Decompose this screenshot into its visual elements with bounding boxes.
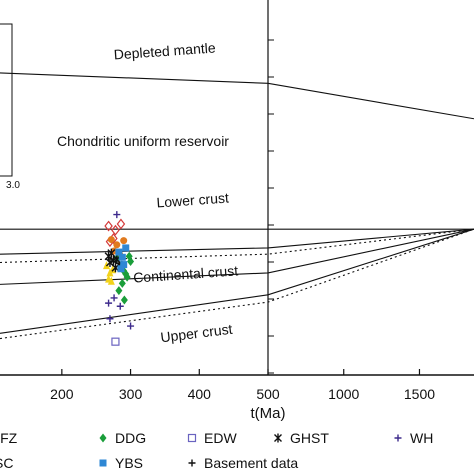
legend-label: Basement data	[204, 455, 298, 471]
data-point	[104, 220, 113, 232]
data-point-ybs	[118, 253, 126, 261]
data-point-edw	[111, 337, 120, 346]
reference-line-labels: Depleted mantle Chondritic uniform reserv…	[57, 39, 239, 345]
data-point-ddg	[125, 251, 133, 261]
x-tick-label: 200	[50, 386, 74, 402]
data-point-wh	[113, 211, 121, 219]
x-axis-label: t(Ma)	[251, 405, 286, 422]
data-point-wh	[105, 299, 113, 307]
data-point-ddg	[115, 286, 123, 296]
reference-line-label: Depleted mantle	[113, 39, 216, 62]
axis-ticks: 200 300 400 500 1000 1500	[50, 369, 435, 402]
data-point	[107, 276, 115, 285]
legend-label: WH	[410, 430, 433, 446]
data-point-wh	[106, 315, 114, 323]
x-tick-label: 400	[188, 386, 212, 402]
reference-line	[0, 228, 474, 340]
legend-label: EDW	[204, 430, 237, 446]
reference-line	[0, 228, 474, 264]
x-tick-label: 1000	[328, 386, 359, 402]
reference-line-label: Chondritic uniform reservoir	[57, 133, 229, 149]
legend-marker-basement-data	[188, 459, 196, 467]
reference-line-label: Upper crust	[160, 321, 234, 346]
data-point-wh	[116, 302, 124, 310]
legend-marker-ddg	[99, 433, 107, 443]
x-tick-label: 500	[256, 386, 280, 402]
legend-marker-ghst	[274, 433, 282, 443]
chart-frame	[0, 0, 474, 376]
data-point-ddg	[120, 295, 128, 305]
data-point	[107, 236, 115, 244]
data-point	[109, 265, 117, 274]
reference-line	[0, 228, 474, 255]
data-point-wh	[127, 322, 135, 330]
reference-lines	[0, 72, 474, 340]
reference-line	[0, 228, 474, 285]
data-point	[120, 237, 128, 245]
data-point-ddg	[118, 278, 126, 288]
legend-label: YBS	[115, 455, 143, 471]
data-point	[113, 241, 121, 249]
inset-tick-label: 3.0	[6, 180, 20, 191]
data-point-ybs	[117, 265, 125, 273]
reference-line-label: Continental crust	[133, 262, 239, 285]
reference-line-label: Lower crust	[156, 190, 229, 211]
data-point-wh	[110, 294, 118, 302]
data-point-ybs	[120, 261, 128, 269]
data-point-ybs	[122, 244, 130, 252]
legend-label: NFZ	[0, 430, 18, 446]
data-points	[103, 211, 135, 346]
x-tick-label: 1500	[404, 386, 435, 402]
legend-marker-ybs	[99, 459, 107, 467]
data-point	[111, 224, 120, 236]
reference-line	[0, 228, 474, 334]
data-point-ybs	[115, 248, 123, 256]
reference-line	[0, 72, 474, 120]
legend-marker-wh	[394, 434, 402, 442]
data-point-ghst	[107, 248, 116, 258]
legend-label: DDG	[115, 430, 146, 446]
legend-marker-edw	[187, 433, 197, 443]
legend: NFZ DDG EDW GHST WH SC YBS Basement data	[0, 430, 433, 471]
legend-label: SC	[0, 455, 13, 471]
x-tick-label: 300	[119, 386, 143, 402]
inset-box	[0, 23, 13, 177]
data-point-ghst	[105, 258, 114, 267]
data-point	[116, 218, 126, 230]
legend-label: GHST	[290, 430, 329, 446]
